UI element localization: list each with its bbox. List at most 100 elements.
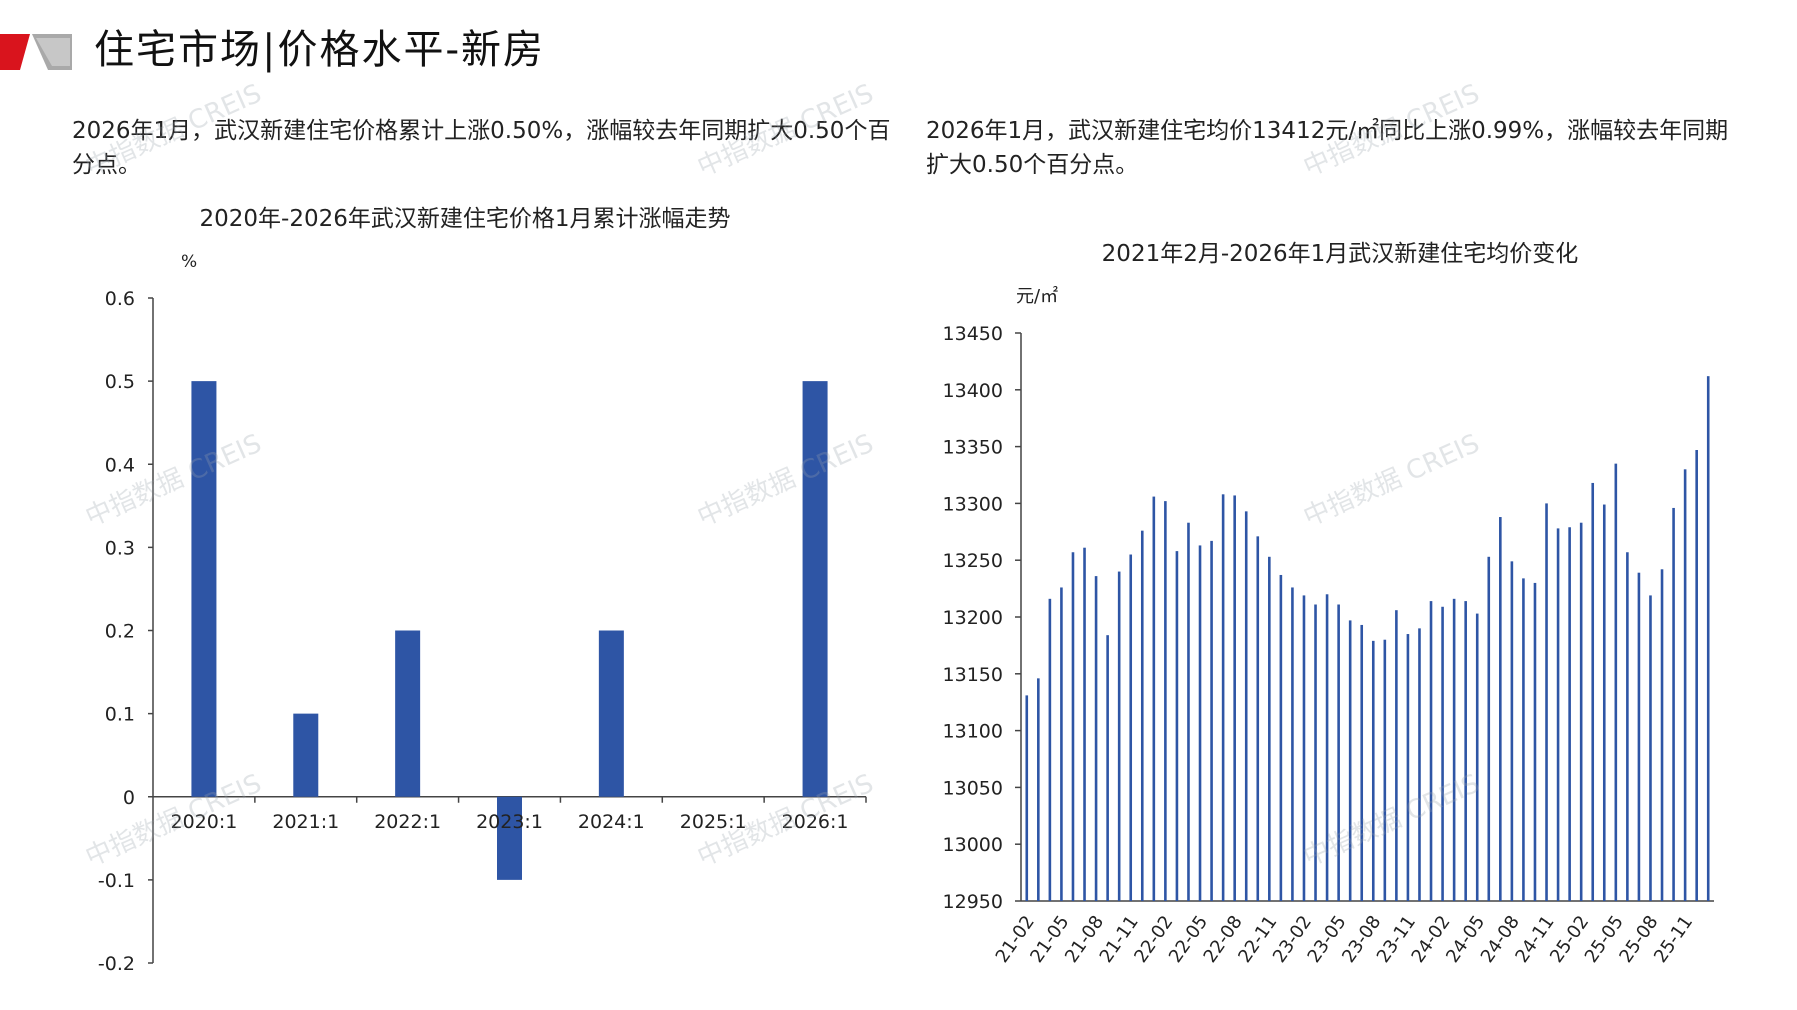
price-bar — [1383, 639, 1387, 901]
x-tick-label: 2021:1 — [272, 811, 339, 833]
price-bar — [1371, 640, 1375, 901]
price-bar — [1094, 576, 1098, 901]
price-bar — [1233, 495, 1236, 901]
y-tick-label: 0.6 — [105, 288, 135, 310]
x-tick-label: 2024:1 — [578, 811, 645, 833]
price-bar — [1037, 678, 1040, 901]
price-bar — [1210, 540, 1213, 901]
y-tick-label: 13050 — [943, 777, 1003, 799]
y-tick-label: 0 — [123, 787, 135, 809]
price-bar — [1360, 624, 1364, 901]
y-tick-label: 13300 — [943, 493, 1003, 515]
price-bar — [1487, 556, 1491, 901]
x-tick-label: 2020:1 — [171, 811, 238, 833]
y-tick-label: 0.5 — [105, 371, 135, 393]
price-bar — [1325, 594, 1329, 901]
y-axis-unit-label: % — [181, 252, 197, 272]
bar — [802, 381, 828, 797]
price-bar — [1626, 552, 1629, 901]
bar — [191, 381, 217, 797]
price-bar — [1244, 511, 1248, 901]
bar — [293, 713, 319, 797]
price-bar — [1406, 634, 1410, 901]
price-bar — [1499, 517, 1502, 901]
price-bar — [1348, 620, 1352, 901]
price-bar — [1048, 598, 1052, 901]
chart-title: 2020年-2026年武汉新建住宅价格1月累计涨幅走势 — [200, 206, 731, 232]
left-description: 2026年1月，武汉新建住宅价格累计上涨0.50%，涨幅较去年同期扩大0.50个… — [72, 118, 891, 178]
x-tick-label: 2026:1 — [782, 811, 849, 833]
price-bar — [1314, 604, 1317, 901]
price-bar — [1475, 613, 1479, 901]
price-bar — [1568, 527, 1571, 901]
price-bar — [1649, 595, 1652, 901]
price-bar — [1429, 601, 1433, 901]
chart-title: 2021年2月-2026年1月武汉新建住宅均价变化 — [1102, 241, 1579, 267]
y-tick-label: 0.3 — [105, 537, 135, 559]
y-tick-label: -0.1 — [98, 870, 135, 892]
price-bar — [1614, 463, 1618, 901]
price-bar — [1187, 522, 1190, 901]
price-bar — [1071, 552, 1075, 901]
price-bar — [1660, 569, 1664, 901]
price-bar — [1025, 695, 1029, 901]
y-tick-label: 13000 — [943, 834, 1003, 856]
y-tick-label: 0.4 — [105, 454, 135, 476]
price-bar — [1302, 595, 1306, 901]
y-tick-label: 13200 — [943, 607, 1003, 629]
price-bar — [1418, 628, 1421, 901]
price-bar — [1683, 469, 1687, 901]
price-bar — [1268, 556, 1271, 901]
price-bar — [1522, 578, 1525, 901]
price-bar — [1602, 504, 1606, 901]
y-tick-label: 13450 — [943, 323, 1003, 345]
bar — [497, 796, 522, 880]
price-bar — [1637, 572, 1641, 901]
price-bar — [1083, 547, 1086, 901]
y-tick-label: -0.2 — [98, 953, 135, 975]
brand-logo-icon — [0, 34, 72, 70]
price-bar — [1106, 635, 1109, 901]
price-bar — [1256, 536, 1260, 901]
y-tick-label: 13400 — [943, 380, 1003, 402]
price-bar — [1452, 598, 1456, 901]
price-bar — [1533, 582, 1537, 901]
price-bar — [1591, 482, 1595, 901]
y-axis-unit-label: 元/㎡ — [1016, 285, 1058, 307]
y-tick-label: 13350 — [943, 437, 1003, 459]
price-bar — [1129, 554, 1133, 901]
page-header: 住宅市场|价格水平-新房 — [0, 24, 700, 76]
price-bar — [1117, 571, 1121, 901]
y-tick-label: 13250 — [943, 550, 1003, 572]
right-description: 2026年1月，武汉新建住宅均价13412元/㎡同比上涨0.99%，涨幅较去年同… — [926, 118, 1729, 178]
chart-cumulative-growth: 2020年-2026年武汉新建住宅价格1月累计涨幅走势% 0.6 0.5 0.4 0.3… — [98, 206, 867, 975]
price-bar — [1175, 551, 1179, 901]
price-bar — [1695, 450, 1698, 901]
price-bar — [1198, 545, 1202, 901]
price-bar — [1579, 522, 1583, 901]
y-tick-label: 12950 — [943, 891, 1003, 913]
bar — [395, 630, 421, 797]
y-tick-label: 13100 — [943, 721, 1003, 743]
price-bar — [1140, 530, 1144, 901]
x-tick-label: 2023:1 — [476, 811, 543, 833]
x-tick-label: 2025:1 — [680, 811, 747, 833]
price-bar — [1464, 601, 1467, 901]
x-tick-label: 2022:1 — [374, 811, 441, 833]
price-bar — [1395, 610, 1398, 901]
price-bar — [1164, 501, 1167, 901]
price-bar — [1545, 503, 1548, 901]
bar — [598, 630, 624, 797]
price-bar — [1279, 574, 1283, 901]
price-bar — [1337, 604, 1340, 901]
price-bar — [1221, 494, 1225, 901]
price-bar — [1060, 587, 1063, 901]
price-bar — [1441, 606, 1444, 901]
price-bar — [1152, 496, 1156, 901]
y-tick-label: 13150 — [943, 664, 1003, 686]
price-bar — [1556, 528, 1560, 901]
price-bar — [1510, 561, 1514, 901]
page-title: 住宅市场|价格水平-新房 — [94, 27, 545, 73]
